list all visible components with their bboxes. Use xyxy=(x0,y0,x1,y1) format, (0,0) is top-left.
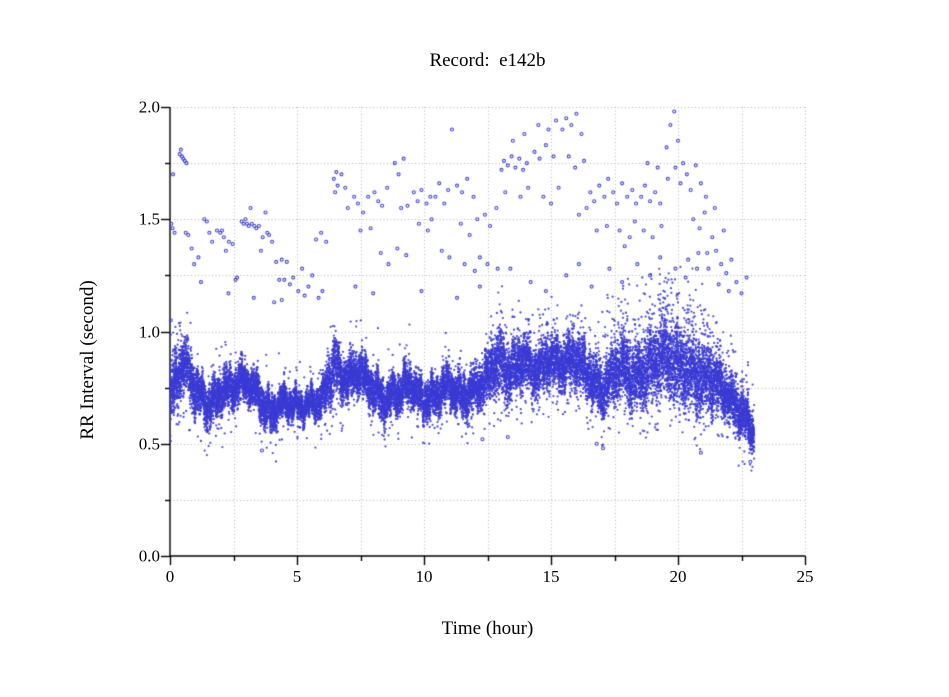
y-tick-label: 1.5 xyxy=(138,209,160,229)
chart-title: Record: e142b xyxy=(429,50,546,71)
x-tick-label: 5 xyxy=(292,567,302,586)
y-tick-label: 1.0 xyxy=(138,322,160,341)
y-tick-label: 2.0 xyxy=(138,97,160,117)
x-tick-label: 25 xyxy=(796,567,814,586)
y-tick-label: 0.5 xyxy=(138,434,160,454)
x-tick-label: 20 xyxy=(669,567,687,586)
y-axis-title-text: RR Interval (second) xyxy=(77,280,98,440)
x-tick-label: 15 xyxy=(542,567,560,586)
x-tick-label: 10 xyxy=(415,567,433,586)
x-tick-label: 0 xyxy=(165,567,175,586)
y-tick-label: 0.0 xyxy=(138,546,160,566)
x-axis-title: Time (hour) xyxy=(441,618,534,639)
